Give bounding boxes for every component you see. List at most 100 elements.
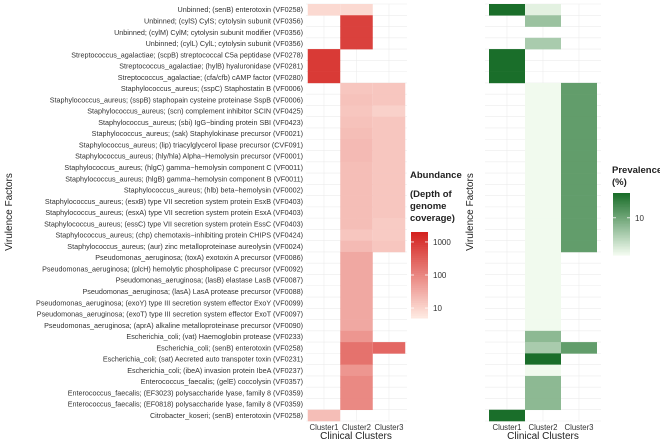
colorbar-step [411,296,428,300]
heatmap-cell [372,218,406,230]
heatmap-cell [307,60,341,72]
colorbar-step [411,302,428,306]
heatmap-cell [372,206,406,219]
heatmap-cell [561,218,597,230]
colorbar-tick-label: 1000 [433,238,451,247]
heatmap-cell [525,82,561,95]
abundance-x-axis-label: Clinical Clusters [320,431,392,442]
y-tick-label: Staphylococcus_aureus; (lip) triacylglyc… [79,140,303,149]
colorbar-step [411,249,428,252]
heatmap-cell [372,127,406,140]
abundance-cells [307,4,406,422]
y-tick-label: Staphylococcus_aureus; (essC) type VII s… [44,219,303,228]
heatmap-cell [340,297,373,309]
colorbar-step [411,277,428,280]
heatmap-cell [340,161,373,174]
heatmap-cell [525,94,561,106]
x-tick-label: Cluster1 [492,423,521,432]
heatmap-cell [525,206,561,219]
colorbar-tick-label: 10 [635,214,644,223]
abundance-legend-colorbar [411,232,428,319]
y-tick-label: Pseudomonas_aeruginosa; (plcH) hemolytic… [42,264,303,273]
colorbar-step [613,202,630,205]
heatmap-cell [525,263,561,275]
y-tick-label: Pseudomonas_aeruginosa; (exoY) type III … [36,298,303,307]
y-tick-label: Staphylococcus_aureus; (scn) complement … [87,107,303,116]
colorbar-step [411,247,428,250]
heatmap-cell [372,150,406,163]
colorbar-step [613,208,630,211]
colorbar-step [411,253,428,257]
heatmap-cell [340,342,373,354]
heatmap-cell [372,105,406,118]
x-tick-label: Cluster2 [342,423,371,432]
colorbar-step [613,248,630,251]
y-tick-label: Staphylococcus_aureus; (esxB) type VII s… [45,197,303,206]
heatmap-cell [489,49,525,61]
y-tick-label: Enterococcus_faecalis; (EF3023) polysacc… [68,388,303,397]
y-tick-label: Streptococcus_agalactiae; (scpB) strepto… [71,50,303,59]
x-tick-label: Cluster3 [374,423,403,432]
colorbar-step [613,241,630,244]
heatmap-cell [525,15,561,27]
colorbar-step [411,313,428,317]
colorbar-step [411,287,428,291]
y-tick-label: Escherichia_coli; (ibeA) invasion protei… [127,366,303,375]
colorbar-step [411,305,428,308]
prevalence-legend: Prevalence (%) 10 [612,165,660,256]
colorbar-step [411,238,428,242]
colorbar-step [411,279,428,282]
colorbar-step [613,244,630,247]
colorbar-step [613,250,630,253]
prevalence-x-axis-label: Clinical Clusters [507,431,579,442]
colorbar-step [613,231,630,234]
colorbar-step [411,290,428,293]
colorbar-step [613,217,630,220]
heatmap-cell [525,387,561,399]
y-tick-label: Staphylococcus_aureus; (aur) zinc metall… [67,242,303,251]
heatmap-cell [340,229,373,241]
heatmap-cell [340,353,373,365]
heatmap-cell [525,139,561,151]
heatmap-cell [340,263,373,275]
prevalence-legend-title-line-1: Prevalence [612,165,660,176]
heatmap-cell [525,285,561,298]
colorbar-step [411,292,428,295]
colorbar-step [613,236,630,239]
y-tick-label: Staphylococcus_aureus; (hly/hla) Alpha−H… [75,152,303,161]
colorbar-step [411,275,428,278]
y-tick-label: Staphylococcus_aureus; (sspC) Staphostat… [121,84,303,93]
heatmap-cell [307,409,341,422]
heatmap-cell [525,173,561,185]
colorbar-step [411,272,428,276]
heatmap-cell [340,330,373,343]
abundance-panel: Unbinned; (senB) enterotoxin (VF0258) Unb… [4,3,407,442]
heatmap-cell [489,71,525,84]
colorbar-step [411,259,428,263]
heatmap-cell [561,105,597,118]
colorbar-step [613,237,630,240]
heatmap-cell [340,105,373,118]
y-tick-label: Staphylococcus_aureus; (hlb) beta−hemoly… [124,186,303,195]
colorbar-step [613,220,630,223]
colorbar-step [613,239,630,242]
heatmap-cell [340,375,373,388]
heatmap-cell [525,116,561,129]
y-tick-label: Staphylococcus_aureus; (chp) chemotaxis−… [56,231,304,240]
colorbar-step [411,242,428,246]
y-tick-label: Escherichia_coli; (vat) Haemoglobin prot… [126,332,303,341]
colorbar-step [411,244,428,248]
heatmap-cell [525,240,561,253]
heatmap-cell [340,240,373,253]
colorbar-step [613,196,630,199]
heatmap-cell [372,342,406,354]
colorbar-step [411,300,428,304]
heatmap-cell [372,173,406,185]
colorbar-step [613,233,630,236]
heatmap-cell [525,364,561,377]
colorbar-step [411,232,428,235]
heatmap-cell [525,330,561,343]
heatmap-cell [525,319,561,332]
y-tick-label: Citrobacter_koseri; (senB) enterotoxin (… [150,411,303,420]
colorbar-step [411,283,428,287]
